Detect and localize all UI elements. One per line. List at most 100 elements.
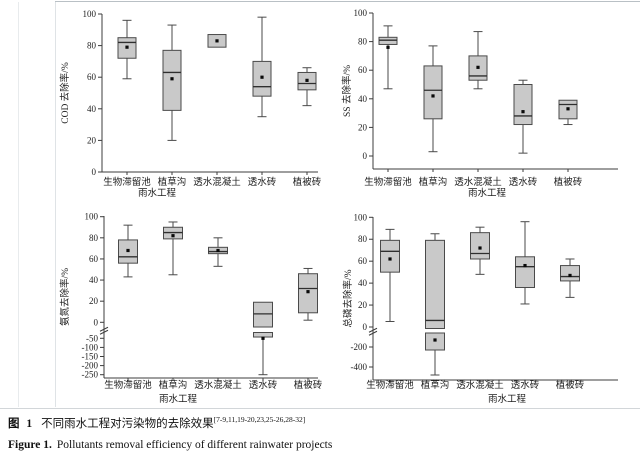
x-tick-label: 生物滞留池 xyxy=(364,176,412,188)
boxplot-tp-removal: 0 20 40 60 80 100 -200 -400 生物滞留池 植草沟 透水混凝土 透水砖 植被砖雨… xyxy=(342,212,618,405)
x-tick-label: 生物滞留池 xyxy=(366,379,414,391)
box-2 xyxy=(163,221,183,276)
mean-marker xyxy=(261,336,265,340)
y-axis-title: 氨氮去除率/% xyxy=(59,268,71,326)
y-tick-label: -250 xyxy=(82,370,99,380)
y-tick-label: 80 xyxy=(358,37,368,47)
box-1 xyxy=(118,224,138,278)
mean-marker xyxy=(260,75,264,79)
y-tick-label: 0 xyxy=(363,322,368,332)
mean-marker xyxy=(125,45,129,49)
y-tick-label: -50 xyxy=(86,333,98,343)
x-tick-label: 生物滞留池 xyxy=(104,379,152,391)
x-tick-label: 植草沟 xyxy=(159,379,188,391)
y-tick-label: 40 xyxy=(87,104,97,114)
x-tick-label: 植被砖 xyxy=(556,379,585,391)
box-rect-lower xyxy=(253,332,273,338)
y-axis-title: SS 去除率/% xyxy=(341,65,353,117)
x-category-labels: 生物滞留池 植草沟 透水混凝土 透水砖 植被砖 xyxy=(366,379,585,391)
x-tick-label: 植草沟 xyxy=(421,379,450,391)
x-axis-title: 雨水工程 xyxy=(138,187,177,199)
y-tick-label: 40 xyxy=(358,278,368,288)
mean-marker xyxy=(521,110,525,114)
x-category-labels: 生物滞留池 植草沟 透水混凝土 透水砖 植被砖 xyxy=(103,172,322,188)
box-3 xyxy=(468,31,488,90)
y-tick-label: 100 xyxy=(354,8,368,18)
box-rect-upper xyxy=(425,239,445,330)
mean-marker xyxy=(431,94,435,98)
box-5 xyxy=(560,258,580,298)
x-tick-label: 透水砖 xyxy=(248,176,277,188)
y-ticks: 0 20 40 60 80 100 xyxy=(354,8,373,161)
box-5 xyxy=(297,67,317,107)
caption-zh-text: 不同雨水工程对污染物的去除效果 xyxy=(41,418,214,430)
y-tick-label: 60 xyxy=(358,65,368,75)
x-tick-label: 植被砖 xyxy=(294,379,323,391)
axis-break-icon xyxy=(368,327,378,336)
mean-marker xyxy=(170,77,174,81)
box-2 xyxy=(423,45,443,153)
y-tick-label: 100 xyxy=(83,9,97,19)
x-tick-label: 透水砖 xyxy=(509,176,538,188)
mean-marker xyxy=(386,45,390,49)
box-3 xyxy=(470,226,490,275)
box-rect xyxy=(423,65,443,120)
x-tick-label: 生物滞留池 xyxy=(103,176,151,188)
box-4 xyxy=(253,301,273,376)
x-tick-label: 透水混凝土 xyxy=(456,379,504,391)
mean-marker xyxy=(216,248,220,253)
y-ticks: 0 20 40 60 80 100 xyxy=(83,9,102,177)
y-axis-title: COD 去除率/% xyxy=(59,62,71,124)
y-tick-label: -150 xyxy=(82,352,99,362)
axes xyxy=(372,13,618,170)
box-5 xyxy=(298,267,318,321)
y-tick-label: -100 xyxy=(82,342,99,352)
box-5 xyxy=(558,99,578,126)
y-tick-label: 40 xyxy=(358,94,368,104)
left-margin-line xyxy=(18,2,19,407)
caption-chinese: 图 1 不同雨水工程对污染物的去除效果[7-9,11,19-20,23,25-26… xyxy=(8,412,632,432)
mean-marker xyxy=(388,257,392,261)
axis-break-icon xyxy=(99,326,109,335)
y-tick-label: 100 xyxy=(85,212,99,222)
x-axis-title: 雨水工程 xyxy=(468,187,507,199)
box-3 xyxy=(208,237,228,267)
y-tick-label: 80 xyxy=(87,41,97,51)
y-ticks: 0 20 40 60 80 100 -50-100-150-200-250 xyxy=(82,212,104,380)
y-tick-label: 20 xyxy=(89,296,99,306)
mean-marker xyxy=(568,273,572,278)
caption-zh-refs: [7-9,11,19-20,23,25-26,28-32] xyxy=(213,415,306,424)
y-axis-title: 总磷去除率/% xyxy=(342,269,354,327)
x-tick-label: 透水混凝土 xyxy=(193,176,241,188)
mean-marker xyxy=(126,248,130,253)
mean-marker xyxy=(476,65,480,69)
box-2 xyxy=(162,24,182,141)
y-tick-label: 80 xyxy=(89,233,99,243)
mean-marker xyxy=(566,107,570,111)
mean-marker xyxy=(306,290,310,294)
left-border-line xyxy=(55,2,56,407)
box-1 xyxy=(380,228,400,323)
x-axis-title: 雨水工程 xyxy=(159,393,198,405)
y-tick-label: 20 xyxy=(358,122,368,132)
y-tick-label: 100 xyxy=(354,212,368,222)
caption-en-label: Figure 1. xyxy=(8,439,52,451)
x-tick-label: 植被砖 xyxy=(554,176,583,188)
x-tick-label: 透水砖 xyxy=(249,379,278,391)
box-1 xyxy=(378,25,398,90)
x-tick-label: 透水砖 xyxy=(511,379,540,391)
y-tick-label: 0 xyxy=(92,167,97,177)
axes xyxy=(101,14,318,173)
box-4 xyxy=(515,221,535,305)
box-rect xyxy=(470,232,490,260)
y-tick-label: 40 xyxy=(89,275,99,285)
mean-marker xyxy=(171,234,175,238)
box-rect xyxy=(378,36,398,45)
box-rect xyxy=(515,256,535,289)
box-2 xyxy=(425,233,445,376)
axes xyxy=(103,216,318,379)
x-axis-title: 雨水工程 xyxy=(488,393,527,405)
mean-marker xyxy=(305,78,309,82)
